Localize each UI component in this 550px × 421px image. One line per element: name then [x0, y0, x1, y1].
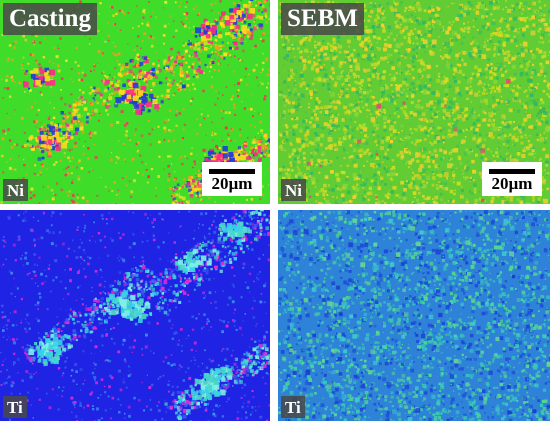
casting-ni-map-image: [0, 0, 270, 204]
sebm-ti-map-panel: Ti: [278, 210, 550, 421]
element-label-ni: Ni: [3, 179, 28, 201]
scale-bar-label: 20µm: [211, 174, 253, 193]
scale-bar-line: [489, 169, 535, 174]
element-label-ti: Ti: [3, 396, 27, 418]
scale-bar-label: 20µm: [491, 174, 533, 193]
element-label-ni: Ni: [281, 179, 306, 201]
panel-title-sebm: SEBM: [281, 3, 364, 35]
sebm-ti-map-image: [278, 210, 550, 421]
scale-bar: 20µm: [202, 162, 262, 196]
scale-bar-line: [209, 169, 255, 174]
element-label-ti: Ti: [281, 396, 305, 418]
casting-ni-map-panel: Casting Ni 20µm: [0, 0, 270, 204]
casting-ti-map-image: [0, 210, 270, 421]
panel-title-casting: Casting: [3, 3, 97, 35]
sebm-ni-map-panel: SEBM Ni 20µm: [278, 0, 550, 204]
scale-bar: 20µm: [482, 162, 542, 196]
casting-ti-map-panel: Ti: [0, 210, 270, 421]
